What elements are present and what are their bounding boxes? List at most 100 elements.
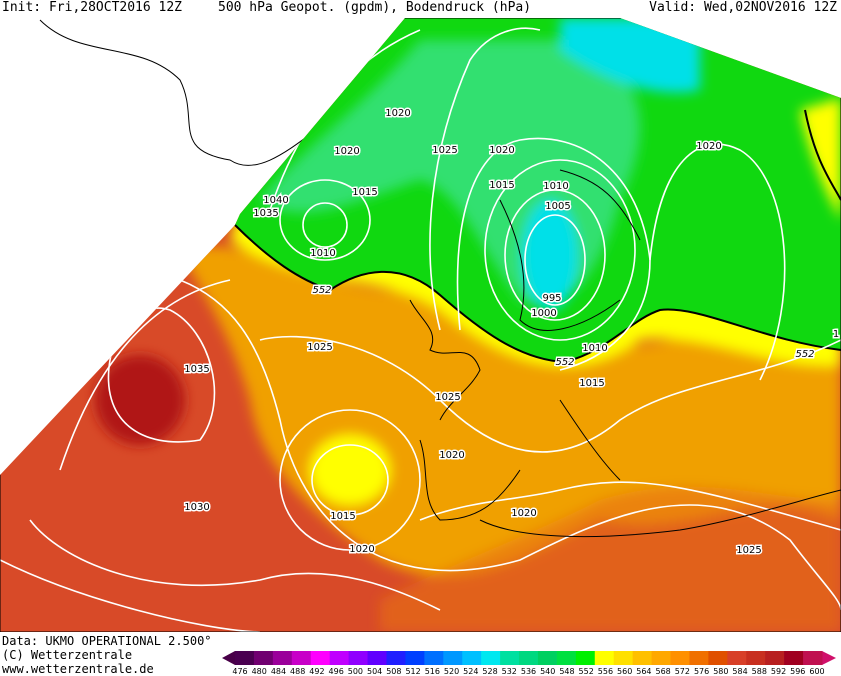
colorbar-swatch bbox=[443, 651, 463, 665]
colorbar-swatch bbox=[727, 651, 747, 665]
isobar-label: 1020 bbox=[349, 544, 374, 555]
isobar-label: 1010 bbox=[582, 343, 607, 354]
colorbar-swatch bbox=[803, 651, 823, 665]
geopotential-label: 552 bbox=[555, 357, 574, 368]
coastlines bbox=[409, 169, 841, 538]
colorbar-swatch bbox=[556, 651, 577, 665]
colorbar-label: 508 bbox=[386, 667, 401, 675]
website-url: www.wetterzentrale.de bbox=[2, 662, 154, 676]
field-cyan2 bbox=[560, 18, 700, 93]
isobar-label: 1020 bbox=[334, 146, 359, 157]
colorbar-label: 588 bbox=[752, 667, 767, 675]
colorbar-swatch bbox=[481, 651, 501, 665]
field-darkorange bbox=[380, 486, 841, 632]
isobar-label: 1025 bbox=[736, 545, 761, 556]
colorbar-label: 556 bbox=[598, 667, 613, 675]
valid-time: Valid: Wed,02NOV2016 12Z bbox=[649, 0, 837, 15]
colorbar-swatch bbox=[386, 651, 406, 665]
colorbar: 476 480 484 488 492 496 500 504 508 512 516 520 524 5… bbox=[222, 651, 836, 675]
colorbar-swatch bbox=[689, 651, 709, 665]
isobar-label: 1035 bbox=[253, 208, 278, 219]
colorbar-label: 516 bbox=[425, 667, 440, 675]
colorbar-swatch bbox=[424, 651, 444, 665]
colorbar-swatch bbox=[575, 651, 596, 665]
isobar-labels: 1020 1020 1025 1020 1020 1015 1040 1035 1010 1015… bbox=[183, 107, 841, 558]
isobar-label: 1020 bbox=[385, 108, 410, 119]
init-time: Init: Fri,28OCT2016 12Z bbox=[2, 0, 183, 15]
contour-552-east bbox=[804, 109, 841, 201]
colorbar-swatch bbox=[367, 651, 387, 665]
colorbar-swatch bbox=[784, 651, 804, 665]
colorbar-label: 512 bbox=[405, 667, 420, 675]
isobar-label: 1035 bbox=[184, 364, 209, 375]
field-yellow2 bbox=[310, 435, 390, 505]
colorbar-label: 496 bbox=[329, 667, 344, 675]
isobar-label: 1025 bbox=[435, 392, 460, 403]
colorbar-label: 500 bbox=[348, 667, 363, 675]
colorbar-swatch bbox=[348, 651, 369, 665]
isobar-label: 1015 bbox=[352, 187, 377, 198]
colorbar-swatch bbox=[651, 651, 672, 665]
isobar-label: 1 bbox=[833, 329, 839, 340]
colorbar-swatch bbox=[519, 651, 539, 665]
isobar-label: 1020 bbox=[511, 508, 536, 519]
isobar-label: 1000 bbox=[531, 308, 556, 319]
colorbar-swatch bbox=[708, 651, 728, 665]
copyright: (C) Wetterzentrale bbox=[2, 648, 133, 662]
isobar-label: 1040 bbox=[263, 195, 288, 206]
colorbar-label: 504 bbox=[367, 667, 382, 675]
colorbar-label: 584 bbox=[732, 667, 747, 675]
colorbar-label: 476 bbox=[232, 667, 247, 675]
isobar-label: 1020 bbox=[696, 141, 721, 152]
colorbar-label: 480 bbox=[252, 667, 267, 675]
colorbar-swatch bbox=[272, 651, 293, 665]
colorbar-swatch bbox=[613, 651, 634, 665]
colorbar-label: 600 bbox=[809, 667, 824, 675]
field-darkred bbox=[95, 355, 185, 445]
colorbar-label: 560 bbox=[617, 667, 632, 675]
colorbar-label: 576 bbox=[694, 667, 709, 675]
isobar-label: 1010 bbox=[543, 181, 568, 192]
colorbar-swatch bbox=[462, 651, 482, 665]
colorbar-label: 536 bbox=[521, 667, 536, 675]
colorbar-label: 592 bbox=[771, 667, 786, 675]
colorbar-label: 484 bbox=[271, 667, 286, 675]
colorbar-label: 596 bbox=[790, 667, 805, 675]
colorbar-swatch bbox=[537, 651, 558, 665]
isobar-label: 1015 bbox=[330, 511, 355, 522]
isobar-label: 1015 bbox=[579, 378, 604, 389]
colorbar-label: 540 bbox=[540, 667, 555, 675]
colorbar-label: 580 bbox=[713, 667, 728, 675]
isobar-label: 1005 bbox=[545, 201, 570, 212]
colorbar-label: 524 bbox=[463, 667, 478, 675]
colorbar-swatch bbox=[632, 651, 653, 665]
colorbar-swatch bbox=[291, 651, 312, 665]
isobar-label: 1015 bbox=[489, 180, 514, 191]
colorbar-label: 488 bbox=[290, 667, 305, 675]
colorbar-swatch bbox=[405, 651, 425, 665]
geopotential-label: 552 bbox=[795, 349, 814, 360]
field-cyan bbox=[522, 200, 578, 310]
isobar-label: 1010 bbox=[310, 248, 335, 259]
isobar-label: 1025 bbox=[307, 342, 332, 353]
isobar-label: 1020 bbox=[439, 450, 464, 461]
colorbar-swatch bbox=[253, 651, 274, 665]
colorbar-label: 492 bbox=[309, 667, 324, 675]
colorbar-swatch bbox=[329, 651, 350, 665]
isobar-label: 1030 bbox=[184, 502, 209, 513]
isobar-label: 995 bbox=[542, 293, 561, 304]
colorbar-label: 532 bbox=[502, 667, 517, 675]
colorbar-label: 572 bbox=[675, 667, 690, 675]
weather-map: 1020 1020 1025 1020 1020 1015 1040 1035 1010 1015… bbox=[0, 18, 841, 632]
colorbar-swatch bbox=[235, 651, 255, 665]
colorbar-swatch bbox=[670, 651, 690, 665]
contour-552 bbox=[234, 224, 841, 364]
colorbar-swatch bbox=[594, 651, 615, 665]
colorbar-swatch bbox=[765, 651, 785, 665]
colorbar-swatch bbox=[500, 651, 520, 665]
colorbar-low-arrow bbox=[222, 651, 235, 665]
colorbar-label: 568 bbox=[655, 667, 670, 675]
isobar-label: 1020 bbox=[489, 145, 514, 156]
colorbar-label: 520 bbox=[444, 667, 459, 675]
colorbar-label: 548 bbox=[559, 667, 574, 675]
